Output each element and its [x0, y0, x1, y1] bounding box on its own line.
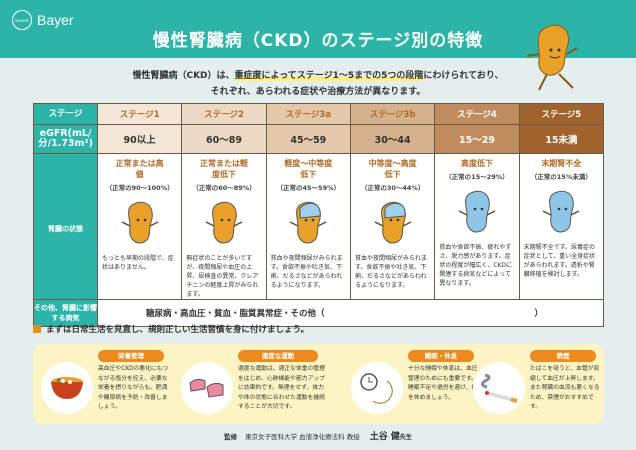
kidney-status: 高度低下 （正常の15〜29%） 貧血や食欲不振、疲れやすさ、脱力感があります。症状… — [434, 153, 520, 300]
row-label-other: その他、腎臓に影響する病気 — [33, 299, 98, 327]
supervisor-credit: 監修 東京女子医科大学 血液浄化療法科 教授 土谷 健先生 — [0, 429, 636, 442]
status-description: 貧血や食欲不振、疲れやすさ、脱力感があります。症状の程度が幅広く、CKDに関連す… — [439, 244, 513, 287]
sneakers-icon — [181, 362, 233, 414]
status-percent: （正常の30〜44%） — [360, 184, 425, 192]
kidney-mascot-icon — [267, 192, 350, 254]
status-description: 末期腎不全です。尿毒症の症状として、重い全身症状があらわれます。透析や腎臓移植を… — [523, 244, 596, 278]
credit-affiliation: 東京女子医科大学 血液浄化療法科 教授 — [245, 433, 360, 441]
square-bullet-icon — [33, 325, 41, 333]
header: BAYER Bayer 慢性腎臓病（CKD）のステージ別の特徴 — [0, 0, 636, 58]
egfr-value: 90以上 — [96, 124, 183, 154]
kidney-status: 末期腎不全 （正常の15%未満） 末期腎不全です。尿毒症の症状として、重い全身症状が… — [518, 153, 605, 300]
status-percent: （正常の45〜59%） — [276, 184, 341, 192]
intro-line1-pre: 慢性腎臓病（CKD）は、 — [132, 71, 235, 81]
kidney-status: 正常または軽度低下 （正常の60〜89%） 無症状のことが多いですが、夜間頻尿や血圧… — [181, 153, 267, 300]
status-level: 正常または高値 — [115, 159, 164, 179]
credit-label: 監修 — [224, 433, 238, 441]
kidney-mascot-icon — [520, 181, 603, 243]
status-level: 末期腎不全 — [541, 159, 582, 168]
other-diseases: 糖尿病・高血圧・貧血・脂質異常症・その他（ ） — [97, 299, 604, 327]
tip-exercise: 適度な運動 適度な運動は、適正な体重の管理をはじめ、心肺機能や筋力アップに効果的… — [181, 350, 325, 420]
stage-header: ステージ3a — [265, 103, 351, 125]
tip-nutrition: 栄養管理 高血圧やCKDの悪化にもつながる塩分を控え、必要な栄養を摂りながらも、… — [41, 350, 181, 420]
status-percent: （正常の15〜29%） — [445, 173, 509, 181]
status-description: 貧血や夜間頻尿がみられます。食欲不振や吐き気、下痢、だるさなどがあらわれるように… — [270, 255, 343, 289]
bayer-logo: BAYER Bayer — [12, 10, 74, 30]
tip-no-smoking: 禁煙 たばこを吸うと、血管が収縮して血圧が上昇します。また腎臓の血流も悪くなるた… — [473, 350, 613, 420]
tip-title: 適度な運動 — [238, 350, 318, 362]
status-level: 軽度〜中等度低下 — [284, 159, 333, 179]
row-label-stage: ステージ — [33, 103, 98, 125]
status-description: 無症状のことが多いですが、夜間頻尿や血圧の上昇、尿検査の異常、クレアチニンの軽度… — [186, 255, 259, 298]
intro-text: 慢性腎臓病（CKD）は、重症度によってステージ1〜5までの5つの段階にわけられて… — [0, 68, 636, 100]
status-percent: （正常の90〜100%） — [105, 184, 174, 192]
egfr-value: 30〜44 — [349, 124, 436, 154]
other-diseases-text: 糖尿病・高血圧・貧血・脂質異常症・その他（ — [146, 309, 325, 319]
stage-header: ステージ4 — [434, 103, 520, 125]
kidney-mascot-icon — [351, 192, 434, 254]
tip-text: 十分な睡眠や休息は、血圧管理のためにも重要です。睡眠不足や過労を避け、体を休めま… — [408, 366, 478, 401]
egfr-value: 60〜89 — [181, 124, 267, 154]
stage-header: ステージ3b — [349, 103, 436, 125]
page-title: 慢性腎臓病（CKD）のステージ別の特徴 — [152, 31, 484, 51]
kidney-mascot-icon — [182, 192, 265, 254]
lifestyle-note: まずは日常生活を見直し、規則正しい生活習慣を身に付けましょう。 — [33, 323, 309, 335]
intro-line1-post: にわけられており、 — [423, 71, 504, 81]
tip-text: 高血圧やCKDの悪化にもつながる塩分を控え、必要な栄養を摂りながらも、肥満や糖尿… — [98, 366, 169, 410]
intro-highlight: 重症度によってステージ1〜5までの5つの段階 — [234, 71, 424, 81]
brand-name: Bayer — [37, 12, 74, 28]
egfr-value: 15未満 — [518, 124, 605, 154]
kidney-mascot-icon — [435, 181, 518, 243]
other-close: ） — [534, 309, 544, 319]
row-label-status: 腎臓の状態 — [33, 153, 98, 300]
note-text: まずは日常生活を見直し、規則正しい生活習慣を身に付けましょう。 — [46, 325, 309, 335]
status-row: 腎臓の状態 正常または高値 （正常の90〜100%） もっとも早期の段階で、症状はあ… — [33, 153, 605, 300]
kidney-mascot-icon — [98, 192, 181, 254]
status-level: 中等度〜高度低下 — [368, 159, 417, 179]
egfr-row: eGFR(mL/分/1.73m²) 90以上 60〜89 45〜59 30〜44 15〜… — [33, 124, 605, 154]
soup-bowl-icon — [41, 362, 93, 414]
clock-moon-icon — [351, 362, 403, 414]
tip-title: 禁煙 — [530, 350, 596, 362]
status-percent: （正常の60〜89%） — [192, 184, 256, 192]
logo-text: BAYER — [15, 17, 29, 23]
egfr-value: 15〜29 — [434, 124, 520, 154]
status-level: 正常または軽度低下 — [199, 159, 248, 179]
tip-title: 栄養管理 — [98, 350, 164, 362]
status-description: 貧血や夜間頻尿がみられます。食欲不振や吐き気、下痢、だるさなどがあらわれるように… — [354, 255, 427, 289]
other-row: その他、腎臓に影響する病気 糖尿病・高血圧・貧血・脂質異常症・その他（ ） — [33, 299, 604, 327]
cigarette-icon — [473, 362, 525, 414]
tip-sleep: 睡眠・休息 十分な睡眠や休息は、血圧管理のためにも重要です。睡眠不足や過労を避け… — [351, 350, 491, 420]
credit-suffix: 先生 — [399, 434, 412, 441]
tip-text: たばこを吸うと、血管が収縮して血圧が上昇します。また腎臓の血流も悪くなるため、禁… — [530, 366, 600, 410]
stage-header: ステージ2 — [181, 103, 267, 125]
stage-header: ステージ1 — [96, 103, 183, 125]
bayer-cross-icon: BAYER — [12, 10, 32, 30]
tip-text: 適度な運動は、適正な体重の管理をはじめ、心肺機能や筋力アップに効果的です。無理を… — [238, 366, 325, 410]
kidney-status: 中等度〜高度低下 （正常の30〜44%） 貧血や夜間頻尿がみられます。食欲不振や吐き… — [349, 153, 436, 300]
kidney-status: 正常または高値 （正常の90〜100%） もっとも早期の段階で、症状はありません。 — [96, 153, 183, 300]
tip-title: 睡眠・休息 — [408, 350, 474, 362]
credit-name: 土谷 健 — [369, 432, 400, 442]
status-percent: （正常の15%未満） — [530, 173, 592, 181]
lifestyle-tips: 栄養管理 高血圧やCKDの悪化にもつながる塩分を控え、必要な栄養を摂りながらも、… — [33, 344, 604, 424]
kidney-status: 軽度〜中等度低下 （正常の45〜59%） 貧血や夜間頻尿がみられます。食欲不振や吐き… — [265, 153, 351, 300]
stage-table: ステージ ステージ1 ステージ2 ステージ3a ステージ3b ステージ4 ステージ5 eG… — [33, 103, 605, 327]
stage-header: ステージ5 — [518, 103, 605, 125]
row-label-egfr: eGFR(mL/分/1.73m²) — [33, 124, 98, 154]
intro-line2: それぞれ、あらわれる症状や治療方法が異なります。 — [210, 87, 426, 97]
status-level: 高度低下 — [460, 159, 493, 168]
egfr-value: 45〜59 — [265, 124, 351, 154]
running-kidney-mascot-icon — [526, 24, 578, 91]
status-description: もっとも早期の段階で、症状はありません。 — [102, 255, 174, 271]
stage-header-row: ステージ ステージ1 ステージ2 ステージ3a ステージ3b ステージ4 ステージ5 — [33, 103, 605, 125]
